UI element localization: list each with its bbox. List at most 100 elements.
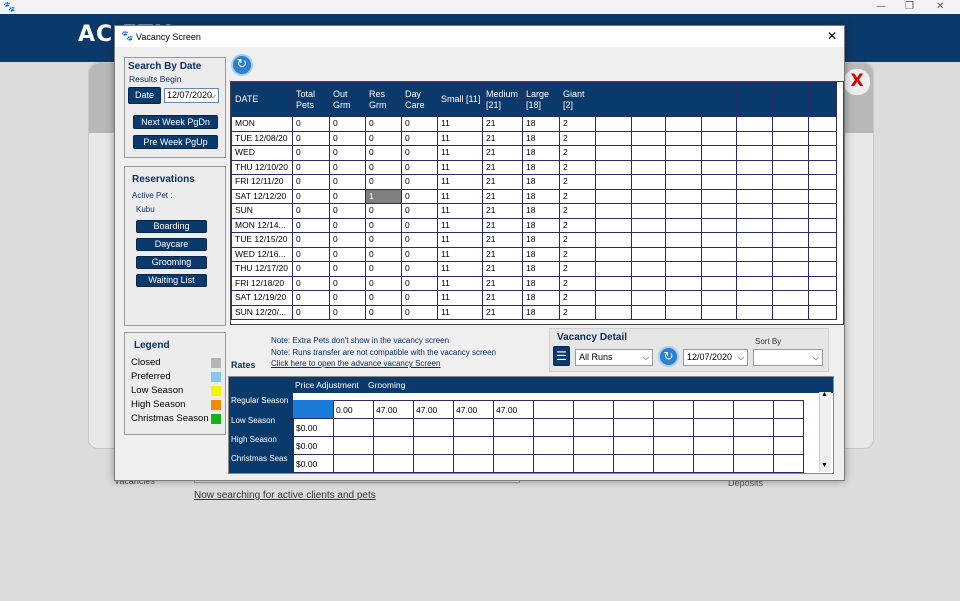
- grid-cell[interactable]: [631, 304, 666, 320]
- grid-cell[interactable]: [736, 261, 773, 277]
- rate-cell[interactable]: $0.00: [293, 418, 334, 437]
- grid-cell[interactable]: [772, 116, 809, 132]
- grid-cell[interactable]: [772, 203, 809, 219]
- rate-cell[interactable]: [373, 418, 414, 437]
- grid-cell[interactable]: [736, 290, 773, 306]
- grid-cell[interactable]: [772, 159, 809, 175]
- date-cell[interactable]: SUN: [231, 203, 293, 219]
- grid-cell[interactable]: 11: [437, 232, 483, 248]
- grid-cell[interactable]: 0: [329, 159, 366, 175]
- grid-cell[interactable]: 21: [482, 261, 523, 277]
- grid-cell[interactable]: 0: [365, 304, 402, 320]
- grid-cell[interactable]: 0: [329, 174, 366, 190]
- date-cell[interactable]: SUN 12/20/...: [231, 304, 293, 320]
- grid-cell[interactable]: 21: [482, 130, 523, 146]
- grid-cell[interactable]: [808, 159, 837, 175]
- grid-cell[interactable]: 11: [437, 203, 483, 219]
- chevron-down-icon[interactable]: ⌵: [209, 91, 216, 100]
- rate-cell[interactable]: [573, 400, 614, 419]
- rates-scrollbar[interactable]: ▲ ▼: [819, 391, 831, 472]
- grid-cell[interactable]: [808, 130, 837, 146]
- grid-cell[interactable]: 18: [522, 261, 560, 277]
- grid-cell[interactable]: [701, 159, 737, 175]
- grid-cell[interactable]: 0: [365, 174, 402, 190]
- rate-cell[interactable]: [573, 418, 614, 437]
- grid-cell[interactable]: 21: [482, 116, 523, 132]
- rate-cell[interactable]: [533, 454, 574, 473]
- rate-cell[interactable]: [733, 454, 774, 473]
- grid-cell[interactable]: 0: [329, 203, 366, 219]
- grid-cell[interactable]: [665, 217, 702, 233]
- date-cell[interactable]: TUE 12/08/20: [231, 130, 293, 146]
- rate-cell[interactable]: [573, 436, 614, 455]
- date-cell[interactable]: FRI 12/11/20: [231, 174, 293, 190]
- grid-cell[interactable]: [808, 217, 837, 233]
- rate-cell[interactable]: [613, 400, 654, 419]
- grid-cell[interactable]: 18: [522, 304, 560, 320]
- boarding-button[interactable]: Boarding: [136, 220, 207, 233]
- rate-cell[interactable]: [613, 454, 654, 473]
- grid-cell[interactable]: [772, 261, 809, 277]
- grid-cell[interactable]: [808, 116, 837, 132]
- grid-cell[interactable]: [736, 246, 773, 262]
- grid-cell[interactable]: [595, 246, 632, 262]
- grid-cell[interactable]: [701, 174, 737, 190]
- grid-cell[interactable]: 18: [522, 246, 560, 262]
- grid-cell[interactable]: 21: [482, 145, 523, 161]
- grid-cell[interactable]: 11: [437, 290, 483, 306]
- grid-cell[interactable]: 0: [292, 159, 330, 175]
- rate-cell[interactable]: [413, 418, 454, 437]
- grid-cell[interactable]: 0: [329, 188, 366, 204]
- date-cell[interactable]: MON 12/14...: [231, 217, 293, 233]
- grid-cell[interactable]: 0: [329, 232, 366, 248]
- next-week-button[interactable]: Next Week PgDn: [133, 115, 218, 129]
- grid-cell[interactable]: [631, 130, 666, 146]
- grid-cell[interactable]: [736, 232, 773, 248]
- begin-date-field[interactable]: 12/07/2020 ⌵: [164, 88, 219, 103]
- grid-cell[interactable]: [631, 174, 666, 190]
- grid-cell[interactable]: 0: [401, 217, 438, 233]
- grid-cell[interactable]: [595, 290, 632, 306]
- grid-cell[interactable]: [701, 188, 737, 204]
- grid-cell[interactable]: 18: [522, 275, 560, 291]
- grid-cell[interactable]: [665, 174, 702, 190]
- daycare-button[interactable]: Daycare: [136, 238, 207, 251]
- grid-cell[interactable]: [701, 145, 737, 161]
- date-cell[interactable]: FRI 12/18/20: [231, 275, 293, 291]
- grid-cell[interactable]: 0: [292, 232, 330, 248]
- grid-cell[interactable]: 2: [559, 130, 596, 146]
- rate-cell[interactable]: 47.00: [493, 400, 534, 419]
- grid-cell[interactable]: [808, 290, 837, 306]
- grid-cell[interactable]: [736, 275, 773, 291]
- grid-cell[interactable]: 0: [329, 304, 366, 320]
- grid-cell[interactable]: [665, 261, 702, 277]
- grid-cell[interactable]: [595, 159, 632, 175]
- grid-cell[interactable]: 21: [482, 159, 523, 175]
- grid-cell[interactable]: [595, 145, 632, 161]
- grid-cell[interactable]: [665, 203, 702, 219]
- grid-cell[interactable]: 1: [365, 188, 402, 204]
- grid-cell[interactable]: 0: [365, 116, 402, 132]
- grid-cell[interactable]: [772, 188, 809, 204]
- rate-cell[interactable]: [373, 436, 414, 455]
- grid-cell[interactable]: [736, 217, 773, 233]
- grid-cell[interactable]: [631, 159, 666, 175]
- rate-cell[interactable]: [453, 454, 494, 473]
- grid-cell[interactable]: [665, 304, 702, 320]
- grid-cell[interactable]: 11: [437, 174, 483, 190]
- restore-icon[interactable]: ❐: [905, 1, 914, 12]
- grid-cell[interactable]: [772, 304, 809, 320]
- rate-cell[interactable]: [693, 400, 734, 419]
- date-cell[interactable]: WED: [231, 145, 293, 161]
- grid-cell[interactable]: [772, 246, 809, 262]
- grid-cell[interactable]: [808, 145, 837, 161]
- grid-cell[interactable]: 0: [401, 116, 438, 132]
- grid-cell[interactable]: 18: [522, 203, 560, 219]
- grid-cell[interactable]: 0: [401, 159, 438, 175]
- grid-cell[interactable]: [595, 304, 632, 320]
- detail-date-field[interactable]: 12/07/2020 ⌵: [683, 349, 748, 366]
- grid-cell[interactable]: [701, 130, 737, 146]
- grid-cell[interactable]: [631, 203, 666, 219]
- grid-cell[interactable]: [808, 203, 837, 219]
- runs-select[interactable]: All Runs ⌵: [575, 349, 653, 366]
